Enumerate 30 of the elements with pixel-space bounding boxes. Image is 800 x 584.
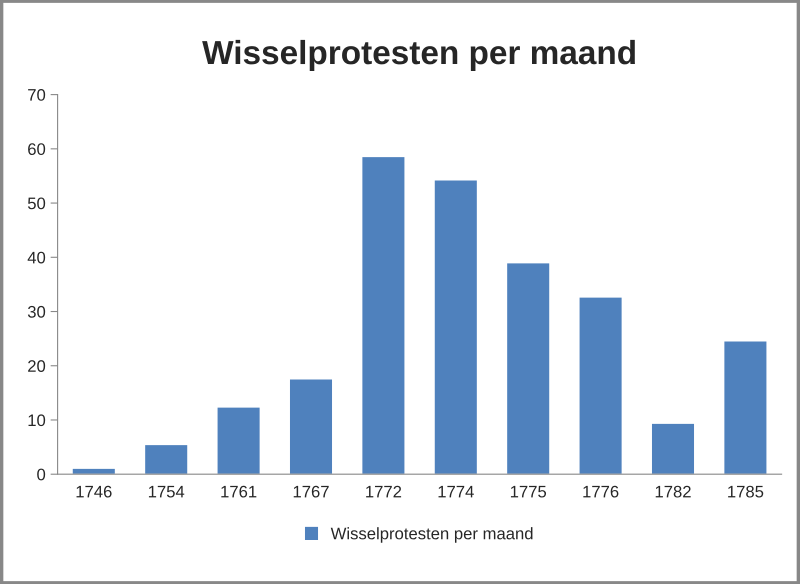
y-tick-label: 0: [37, 468, 46, 480]
bar: [578, 296, 624, 474]
x-tick-label: 1785: [728, 486, 764, 498]
y-tick-label: 20: [28, 360, 46, 372]
bar: [288, 378, 334, 474]
x-tick-label: 1774: [438, 486, 474, 498]
y-tick-label: 30: [28, 306, 46, 318]
y-tick-label: 60: [28, 143, 46, 156]
x-tick-label: 1772: [366, 486, 402, 498]
legend-label: Wisselprotesten per maand: [330, 527, 532, 543]
y-tick-label: 70: [28, 89, 46, 101]
bar: [433, 179, 478, 474]
x-tick-label: 1776: [583, 486, 618, 498]
x-tick-label: 1775: [510, 486, 546, 498]
y-tick-label: 40: [28, 252, 46, 264]
chart-title: Wisselprotesten per maand: [202, 40, 635, 71]
bar: [650, 422, 696, 474]
bar: [216, 406, 262, 474]
x-tick-label: 1746: [76, 486, 112, 498]
bar: [71, 468, 116, 474]
x-tick-label: 1767: [294, 486, 329, 498]
y-tick-label: 10: [28, 414, 46, 426]
bar: [144, 444, 189, 474]
x-tick-label: 1782: [656, 486, 691, 498]
bar: [506, 262, 551, 474]
x-tick-label: 1754: [148, 486, 184, 498]
bar: [722, 340, 768, 474]
y-tick-label: 50: [28, 197, 46, 210]
x-tick-label: 1761: [221, 486, 256, 498]
bar: [360, 156, 406, 474]
